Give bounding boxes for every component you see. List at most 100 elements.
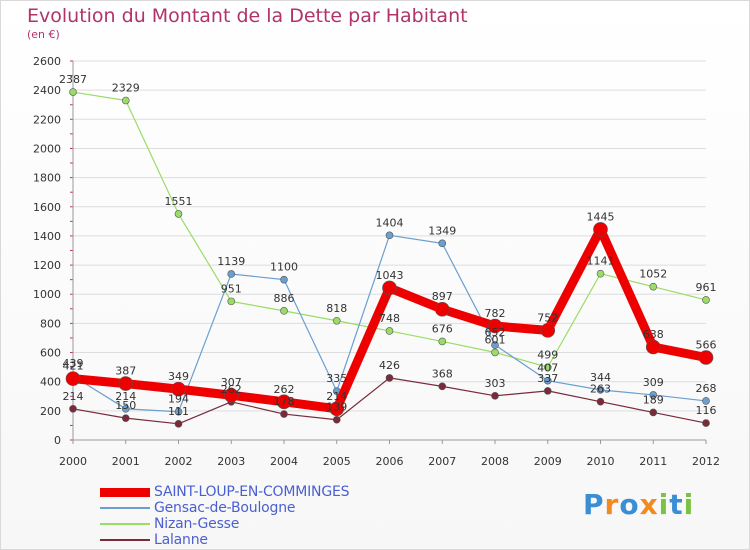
x-tick-label: 2006 [376,455,404,468]
data-point [329,401,345,417]
data-point [593,222,608,237]
data-point [69,88,77,96]
logo-letter: x [639,488,659,521]
data-label: 961 [696,281,717,294]
y-tick-label: 2400 [33,84,61,97]
y-tick-label: 800 [40,317,61,330]
data-point [382,280,397,296]
data-label: 1141 [587,255,615,268]
x-tick-label: 2008 [481,455,509,468]
data-point [174,420,183,428]
data-label: 752 [537,311,558,324]
data-label: 116 [696,404,717,417]
data-label: 214 [63,390,84,403]
data-point [332,316,341,325]
data-label: 1551 [165,195,193,208]
data-point [385,231,394,240]
legend-label: Lalanne [154,532,208,548]
data-label: 2387 [59,73,87,86]
data-label: 566 [696,338,717,351]
legend-label: Gensac-de-Boulogne [154,500,296,516]
data-point [121,96,130,105]
data-point [543,376,552,385]
x-tick-label: 2003 [217,455,245,468]
chart-title: Evolution du Montant de la Dette par Hab… [27,5,468,27]
data-point [645,339,661,355]
data-label: 214 [115,390,136,403]
legend-swatch [100,507,150,509]
data-label: 111 [168,405,189,418]
data-label: 601 [485,333,506,346]
y-tick-label: 1800 [33,172,61,185]
y-tick-label: 1200 [33,259,61,272]
data-point [276,394,292,410]
legend-swatch [100,523,150,525]
data-point [174,210,183,218]
data-point [385,327,394,335]
logo-letter: t [669,488,684,521]
y-tick-label: 1000 [33,288,61,301]
y-tick-label: 2200 [33,113,61,126]
data-label: 344 [590,371,611,384]
data-point [171,381,186,397]
legend: SAINT-LOUP-EN-COMMINGES Gensac-de-Boulogn… [100,484,350,548]
logo-letter: i [683,488,695,521]
data-point [227,297,236,306]
data-point [227,270,236,278]
data-point [540,323,556,338]
data-point [596,269,605,278]
data-point [69,405,77,413]
data-point [280,410,288,418]
data-point [121,414,130,422]
data-label: 782 [485,307,506,320]
data-label: 439 [63,357,84,370]
legend-item: SAINT-LOUP-EN-COMMINGES [100,484,350,500]
data-label: 1139 [217,255,245,268]
data-label: 1349 [428,224,456,237]
data-label: 2329 [112,82,140,95]
data-point [649,282,658,291]
data-point [649,391,658,399]
data-label: 407 [537,362,558,375]
x-tick-label: 2007 [428,455,456,468]
y-tick-label: 1600 [33,201,61,214]
data-label: 1445 [587,210,615,223]
data-point [702,397,710,405]
data-label: 335 [326,372,347,385]
data-point [332,415,341,424]
data-label: 268 [696,382,717,395]
data-label: 262 [274,383,295,396]
data-label: 886 [274,292,295,305]
data-label: 1052 [639,268,667,281]
data-label: 262 [221,383,242,396]
data-label: 1404 [376,216,404,229]
x-tick-label: 2004 [270,455,298,468]
data-point [438,239,447,248]
data-point [596,397,605,406]
x-tick-label: 2012 [692,455,720,468]
data-label: 421 [63,360,84,373]
data-point [434,301,450,317]
x-tick-label: 2002 [165,455,193,468]
data-label: 638 [643,328,664,341]
data-label: 818 [326,302,347,315]
data-point [698,350,714,365]
data-label: 309 [643,376,664,389]
data-point [118,376,134,391]
data-point [174,407,183,416]
y-tick-label: 2000 [33,142,61,155]
data-label: 150 [115,399,136,412]
data-point [702,296,710,304]
data-label: 178 [274,395,295,408]
legend-label: Nizan-Gesse [154,516,240,532]
data-label: 1043 [376,269,404,282]
data-label: 387 [115,365,136,378]
data-label: 194 [168,393,189,406]
data-point [649,408,658,417]
data-label: 426 [379,359,400,372]
series-line [72,91,707,368]
x-tick-label: 2000 [59,455,87,468]
data-point [65,371,81,386]
data-point [491,348,499,357]
